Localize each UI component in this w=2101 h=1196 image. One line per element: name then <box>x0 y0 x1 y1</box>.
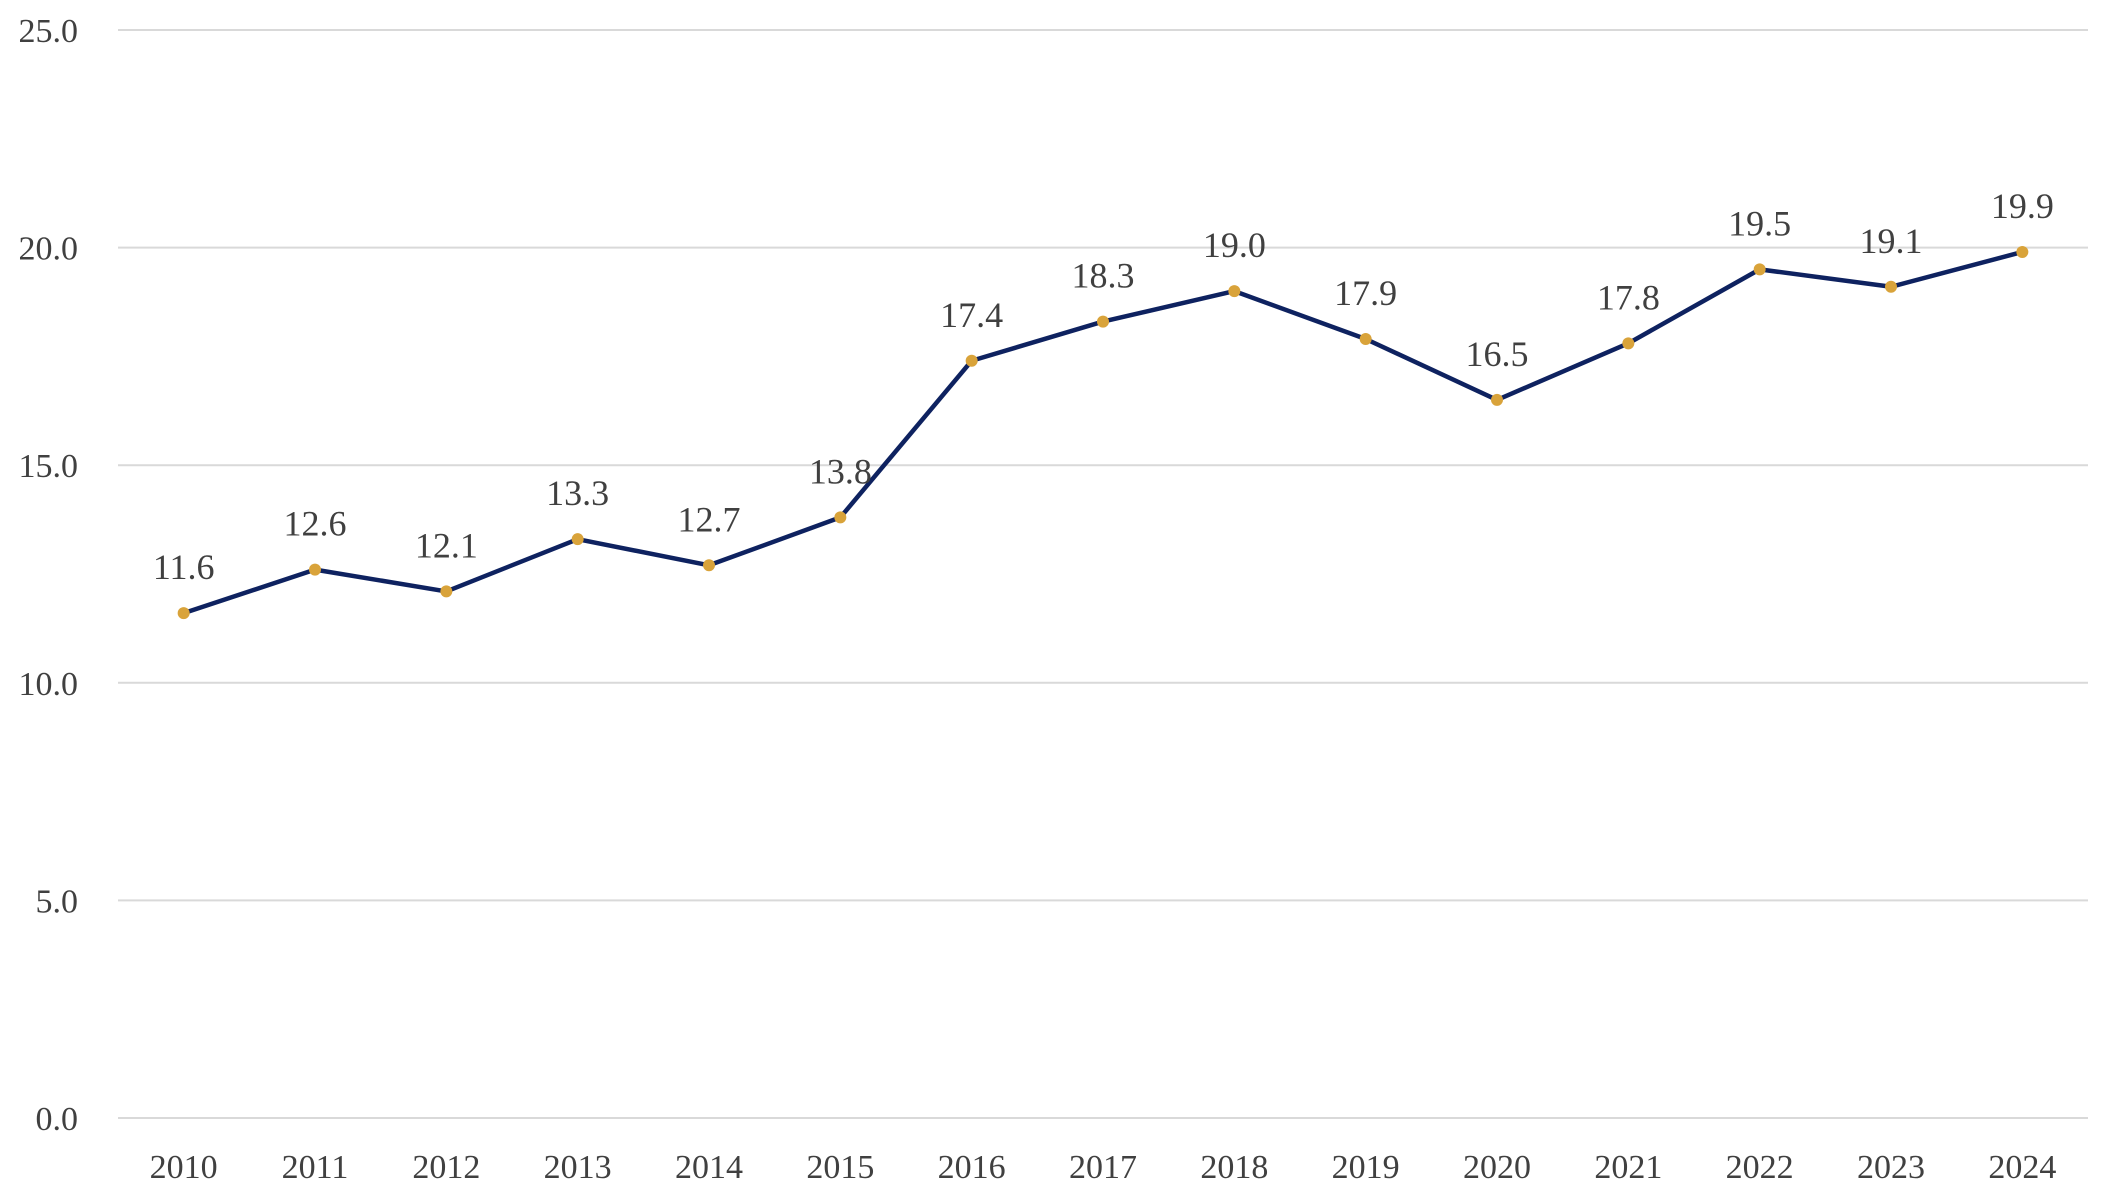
x-tick-label: 2015 <box>806 1149 874 1186</box>
gridlines <box>118 29 2088 1119</box>
data-label: 13.3 <box>546 473 609 513</box>
x-tick-label: 2012 <box>412 1149 480 1186</box>
x-tick-label: 2014 <box>675 1149 743 1186</box>
data-labels: 11.6 12.6 12.1 13.3 12.7 13.8 17.4 18.3 19.0 17.9… <box>153 186 2054 587</box>
x-tick-label: 2016 <box>938 1149 1006 1186</box>
data-point <box>1228 285 1241 298</box>
data-label: 12.1 <box>415 525 478 565</box>
x-tick-label: 2019 <box>1332 1149 1400 1186</box>
y-axis-tick-labels: 0.0 5.0 10.0 15.0 20.0 25.0 <box>19 13 79 1138</box>
data-label: 18.3 <box>1072 256 1135 296</box>
data-label: 12.6 <box>284 504 347 544</box>
data-point <box>177 607 190 620</box>
data-label: 19.0 <box>1203 225 1266 265</box>
data-point <box>571 533 584 546</box>
y-tick-label: 5.0 <box>36 883 79 920</box>
data-label: 16.5 <box>1466 334 1529 374</box>
data-label: 17.9 <box>1334 273 1397 313</box>
y-tick-label: 15.0 <box>19 448 79 485</box>
data-label: 12.7 <box>678 499 741 539</box>
data-label: 19.1 <box>1860 221 1923 261</box>
x-tick-label: 2017 <box>1069 1149 1137 1186</box>
data-point <box>309 563 321 576</box>
x-tick-label: 2011 <box>282 1149 349 1186</box>
data-point <box>1753 263 1766 276</box>
x-tick-label: 2013 <box>544 1149 612 1186</box>
data-label: 19.5 <box>1728 203 1791 243</box>
data-markers <box>177 245 2029 620</box>
data-point <box>1622 337 1635 350</box>
x-axis-tick-labels: 2010 2011 2012 2013 2014 2015 2016 2017 2018 2019… <box>150 1149 2057 1186</box>
data-label: 17.8 <box>1597 277 1660 317</box>
y-tick-label: 25.0 <box>19 13 79 50</box>
data-point <box>834 511 847 524</box>
data-point <box>1097 315 1109 328</box>
data-label: 13.8 <box>809 451 872 491</box>
data-point <box>965 354 978 367</box>
data-label: 19.9 <box>1991 186 2054 226</box>
x-tick-label: 2021 <box>1594 1149 1662 1186</box>
x-tick-label: 2020 <box>1463 1149 1531 1186</box>
data-point <box>2016 245 2029 258</box>
x-tick-label: 2024 <box>1988 1149 2056 1186</box>
data-point <box>1491 393 1503 406</box>
x-tick-label: 2018 <box>1200 1149 1268 1186</box>
data-point <box>703 559 715 572</box>
x-tick-label: 2022 <box>1726 1149 1794 1186</box>
y-tick-label: 10.0 <box>19 666 79 703</box>
y-tick-label: 20.0 <box>19 231 79 268</box>
data-point <box>440 585 453 598</box>
x-tick-label: 2023 <box>1857 1149 1925 1186</box>
y-tick-label: 0.0 <box>36 1101 79 1138</box>
data-label: 11.6 <box>153 547 215 587</box>
data-label: 17.4 <box>940 295 1003 335</box>
data-point <box>1885 280 1897 293</box>
data-point <box>1359 332 1372 345</box>
x-tick-label: 2010 <box>150 1149 218 1186</box>
